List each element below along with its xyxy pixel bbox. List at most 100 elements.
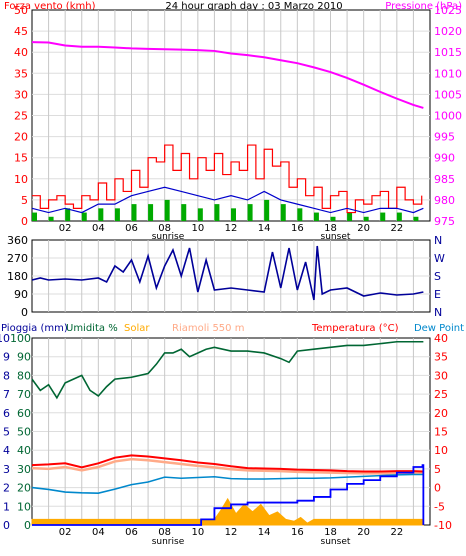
compass-axis-label: N — [434, 234, 442, 247]
humidity-axis-tick: 100 — [10, 332, 31, 345]
wind-low-bar — [197, 208, 203, 221]
pressure-label: Pressione (hPa) — [385, 1, 462, 12]
temperature-axis-tick: 0 — [434, 482, 441, 495]
wind-low-bar — [81, 212, 87, 221]
wind-low-bar — [413, 216, 419, 221]
temperature-axis-tick: 40 — [434, 332, 448, 345]
wind-axis-tick: 0 — [21, 215, 28, 228]
wind-low-bar — [247, 204, 253, 221]
wind-speed-label: Forza vento (kmh) — [4, 1, 96, 12]
x-tick-label: 14 — [258, 223, 271, 234]
rain-axis-tick: 1 — [3, 500, 10, 513]
x-tick-label: 06 — [125, 527, 138, 538]
rain-axis-tick: 8 — [3, 369, 10, 382]
temperature-axis-tick: 10 — [434, 444, 448, 457]
x-tick-label: 04 — [92, 223, 105, 234]
temperature-axis-tick: 30 — [434, 369, 448, 382]
wind-axis-tick: 10 — [14, 173, 28, 186]
humidity-axis-tick: 20 — [17, 482, 31, 495]
wind-low-bar — [363, 216, 369, 221]
pressure-axis-tick: 1015 — [434, 46, 462, 59]
pressure-series — [31, 41, 424, 109]
wind-axis-tick: 5 — [21, 194, 28, 207]
x-tick-label: 22 — [390, 527, 403, 538]
x-tick-label: 02 — [59, 223, 72, 234]
compass-axis-label: N — [434, 306, 442, 319]
wind-axis-tick: 35 — [14, 67, 28, 80]
wind-axis-tick: 45 — [14, 25, 28, 38]
chart-title: 24 hour graph day : 03 Marzo 2010 — [165, 1, 342, 12]
x-tick-label: 16 — [291, 527, 304, 538]
direction-axis-tick: 270 — [7, 252, 28, 265]
x-tick-label: 16 — [291, 223, 304, 234]
x-tick-label: 10 — [191, 223, 204, 234]
humidity-axis-tick: 0 — [24, 519, 31, 532]
wind-low-bar — [380, 212, 386, 221]
rain-axis-tick: 2 — [3, 482, 10, 495]
wind-axis-tick: 15 — [14, 152, 28, 165]
wind-low-bar — [297, 208, 303, 221]
wind-low-bar — [65, 208, 71, 221]
pressure-axis-tick: 990 — [434, 152, 455, 165]
humidity-axis-tick: 10 — [17, 500, 31, 513]
rain-axis-tick: 10 — [0, 332, 10, 345]
wind-low-bar — [396, 212, 402, 221]
rain-axis-tick: 9 — [3, 351, 10, 364]
x-tick-label: 12 — [225, 527, 238, 538]
rain-axis-tick: 7 — [3, 388, 10, 401]
wind-low-bar — [181, 204, 187, 221]
temperature-axis-tick: -10 — [434, 519, 452, 532]
wind-low-bar — [313, 212, 319, 221]
humidity-axis-tick: 40 — [17, 444, 31, 457]
temperature-axis-tick: 25 — [434, 388, 448, 401]
pressure-axis-tick: 1020 — [434, 25, 462, 38]
humidity-axis-tick: 70 — [17, 388, 31, 401]
rain-axis-tick: 5 — [3, 426, 10, 439]
pressure-axis-tick: 1025 — [434, 4, 462, 17]
x-tick-label: 10 — [191, 527, 204, 538]
dew-point-label: Dew Point — [414, 323, 464, 334]
sunrise-label: sunrise — [152, 232, 185, 242]
humidity-label: Umidita % — [66, 323, 118, 334]
wind-low-bar — [330, 216, 336, 221]
wind-direction-series — [31, 245, 424, 301]
x-tick-label: 02 — [59, 527, 72, 538]
humidity-axis-tick: 50 — [17, 426, 31, 439]
temperature-axis-tick: 35 — [434, 351, 448, 364]
x-tick-label: 08 — [158, 527, 171, 538]
wind-axis-tick: 25 — [14, 110, 28, 123]
pressure-axis-tick: 985 — [434, 173, 455, 186]
wind-low-bar — [131, 204, 137, 221]
wind-low-bar — [214, 204, 220, 221]
wind-low-bar — [264, 199, 270, 221]
compass-axis-label: E — [434, 288, 441, 301]
wind-average-series — [31, 186, 424, 214]
pressure-axis-tick: 975 — [434, 215, 455, 228]
x-tick-label: 12 — [225, 223, 238, 234]
direction-axis-tick: 90 — [14, 288, 28, 301]
direction-axis-tick: 0 — [21, 306, 28, 319]
wind-low-bar — [114, 208, 120, 221]
temperature-axis-tick: 15 — [434, 426, 448, 439]
rain-axis-tick: 3 — [3, 463, 10, 476]
wind-low-bar — [280, 204, 286, 221]
wind-axis-tick: 20 — [14, 131, 28, 144]
x-tick-label: 22 — [390, 223, 403, 234]
sunrise-label: sunrise — [152, 537, 185, 547]
temperature-axis-tick: 20 — [434, 407, 448, 420]
riamoli-series — [31, 457, 424, 475]
humidity-axis-tick: 90 — [17, 351, 31, 364]
compass-axis-label: S — [434, 270, 441, 283]
dew-point-series — [31, 473, 424, 495]
riamoli-label: Riamoli 550 m — [172, 323, 244, 334]
humidity-series — [31, 340, 424, 400]
temperature-label: Temperatura (°C) — [311, 323, 399, 334]
direction-axis-tick: 360 — [7, 234, 28, 247]
solar-label: Solar — [124, 323, 150, 334]
rain-axis-tick: 6 — [3, 407, 10, 420]
wind-low-bar — [231, 208, 236, 221]
x-tick-label: 04 — [92, 527, 105, 538]
direction-axis-tick: 180 — [7, 270, 28, 283]
temperature-axis-tick: -5 — [434, 500, 445, 513]
